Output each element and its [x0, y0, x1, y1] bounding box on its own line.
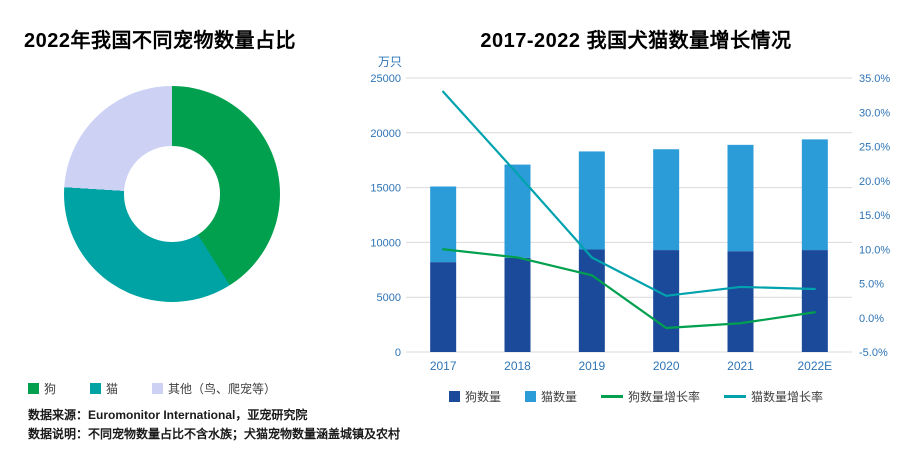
legend-item-combo-2: 狗数量增长率	[601, 388, 700, 405]
bar-dog-2018	[504, 257, 531, 352]
legend-label-1: 猫	[106, 382, 119, 396]
bar-dog-2022E	[801, 250, 828, 352]
x-axis-label-2020: 2020	[653, 359, 680, 373]
x-axis-label-2019: 2019	[578, 359, 605, 373]
square-swatch-1	[90, 383, 102, 394]
left-axis-tick: 10000	[370, 237, 401, 249]
left-axis-tick: 25000	[370, 73, 401, 85]
source-note: 数据来源：Euromonitor International，亚宠研究院	[28, 406, 400, 425]
x-axis-label-2022E: 2022E	[797, 359, 832, 373]
square-swatch-2	[152, 383, 164, 394]
right-axis-tick: 35.0%	[859, 73, 890, 85]
legend-item-combo-0: 狗数量	[448, 388, 501, 405]
source-note-label: 数据来源：	[28, 408, 89, 422]
x-axis-label-2018: 2018	[504, 359, 531, 373]
legend-label-0: 狗	[44, 382, 57, 396]
line-swatch-combo-3	[724, 395, 747, 398]
description-note-text: 不同宠物数量占比不含水族；犬猫宠物数量涵盖城镇及农村	[88, 427, 401, 441]
bar-cat-2018	[504, 164, 531, 258]
left-axis-tick: 0	[395, 347, 401, 359]
x-axis-label-2021: 2021	[727, 359, 754, 373]
legend-item-combo-3: 猫数量增长率	[724, 388, 823, 405]
donut-chart	[64, 86, 280, 302]
right-axis-tick: 25.0%	[859, 142, 890, 154]
right-axis-tick: 30.0%	[859, 107, 890, 119]
footnotes: 数据来源：Euromonitor International，亚宠研究院 数据说…	[28, 406, 400, 444]
legend-item-2: 其他（鸟、爬宠等）	[152, 380, 276, 397]
legend-item-0: 狗	[28, 380, 56, 397]
right-axis-tick: 0.0%	[859, 313, 884, 325]
combo-legend: 狗数量 猫数量 狗数量增长率 猫数量增长率	[360, 388, 912, 405]
legend-label-combo-1: 猫数量	[540, 390, 577, 404]
growth-line-1	[442, 90, 816, 297]
source-note-text: Euromonitor International，亚宠研究院	[88, 408, 308, 422]
right-axis-tick: 10.0%	[859, 244, 890, 256]
left-axis-unit-label: 万只	[378, 55, 402, 69]
combo-chart-title: 2017-2022 我国犬猫数量增长情况	[480, 30, 792, 52]
pie-chart-title: 2022年我国不同宠物数量占比	[24, 30, 296, 52]
bar-dog-2017	[430, 262, 457, 352]
growth-line-0	[442, 248, 816, 330]
right-axis-tick: 5.0%	[859, 279, 884, 291]
square-swatch-0	[28, 383, 39, 394]
description-note: 数据说明：不同宠物数量占比不含水族；犬猫宠物数量涵盖城镇及农村	[28, 425, 400, 444]
right-axis-tick: -5.0%	[859, 347, 888, 359]
right-axis-tick: 20.0%	[859, 176, 890, 188]
pie-chart-section: 2022年我国不同宠物数量占比 狗 猫 其他（鸟、爬宠等） 数据来源：Euromon…	[0, 0, 400, 456]
donut-hole	[124, 146, 220, 242]
bar-dog-2021	[727, 251, 754, 352]
line-swatch-combo-2	[601, 395, 623, 398]
legend-label-combo-3: 猫数量增长率	[751, 390, 824, 404]
legend-label-combo-2: 狗数量增长率	[628, 390, 701, 404]
left-axis-tick: 15000	[370, 183, 401, 195]
legend-item-combo-1: 猫数量	[524, 388, 577, 405]
combo-chart-section: 2017-2022 我国犬猫数量增长情况 0 5000 10000 15000 2000…	[360, 0, 912, 456]
square-swatch-combo-0	[448, 391, 460, 402]
bar-cat-2021	[727, 144, 754, 252]
bar-cat-2020	[653, 149, 680, 251]
square-swatch-combo-1	[524, 391, 536, 402]
bar-dog-2019	[578, 249, 605, 352]
x-axis-label-2017: 2017	[430, 359, 457, 373]
legend-label-combo-0: 狗数量	[464, 390, 501, 404]
combo-chart-plot: 0 5000 10000 15000 20000 25000 万只 -5.0% 0.0% 5.0%…	[370, 55, 890, 373]
left-axis-tick: 20000	[370, 128, 401, 140]
description-note-label: 数据说明：	[28, 427, 89, 441]
right-axis-tick: 15.0%	[859, 210, 890, 222]
bar-cat-2019	[578, 151, 605, 250]
bar-cat-2022E	[801, 139, 828, 251]
legend-label-2: 其他（鸟、爬宠等）	[168, 382, 277, 396]
pie-legend: 狗 猫 其他（鸟、爬宠等）	[28, 380, 276, 397]
bar-dog-2020	[653, 250, 680, 352]
legend-item-1: 猫	[90, 380, 118, 397]
left-axis-tick: 5000	[377, 292, 401, 304]
